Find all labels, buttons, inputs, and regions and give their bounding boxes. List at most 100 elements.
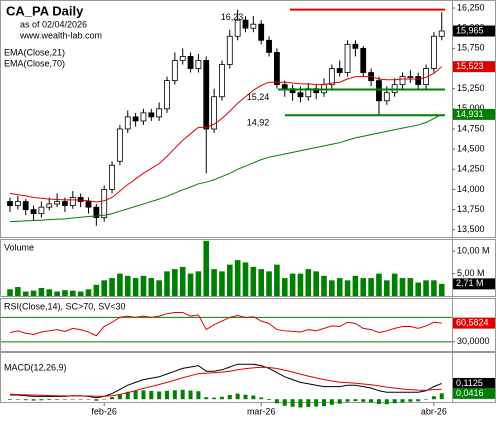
histogram-bar <box>424 399 429 400</box>
histogram-bar <box>290 399 295 407</box>
histogram-bar <box>384 399 389 405</box>
annotation: 15,24 <box>247 92 270 102</box>
volume-bar <box>250 266 257 296</box>
last-value-box <box>453 377 495 389</box>
candle-body <box>179 56 186 61</box>
panel-title: MACD(12,26,9) <box>4 362 67 372</box>
histogram-bar <box>235 393 240 400</box>
histogram-bar <box>400 399 405 403</box>
candle-body <box>430 35 437 69</box>
x-tick-label: abr-26 <box>421 406 447 416</box>
volume-bar <box>77 291 84 296</box>
volume-bar <box>132 278 139 296</box>
y-tick-label: 13,500 <box>457 224 485 234</box>
histogram-bar <box>149 390 154 400</box>
volume-bar <box>156 280 162 296</box>
y-tick-label: 15,250 <box>457 83 485 93</box>
histogram-bar <box>431 396 436 400</box>
candle-body <box>234 19 241 37</box>
volume-bar <box>46 289 53 296</box>
histogram-bar <box>267 399 272 401</box>
volume-bar <box>321 275 327 296</box>
y-tick-label: 15,750 <box>457 43 485 53</box>
candle-body <box>336 68 343 73</box>
last-value-box <box>453 387 495 399</box>
candle-body <box>266 39 272 53</box>
candle-body <box>54 201 60 205</box>
histogram-bar <box>251 395 256 400</box>
volume-bar <box>274 264 280 296</box>
candle-body <box>62 201 68 206</box>
last-value-label: 60,5824 <box>456 317 489 327</box>
volume-bar <box>187 273 194 296</box>
histogram-bar <box>94 399 99 401</box>
volume-bar <box>15 287 21 296</box>
volume-bar <box>297 273 304 296</box>
histogram-bar <box>219 396 224 400</box>
candle-body <box>124 116 131 130</box>
volume-bar <box>109 278 115 296</box>
candle-body <box>156 108 163 118</box>
histogram-bar <box>361 399 366 402</box>
candle-body <box>281 84 288 90</box>
y-tick-label: 13,750 <box>457 204 485 214</box>
y-tick-label: 30,0000 <box>457 336 490 346</box>
histogram-bar <box>62 399 67 400</box>
histogram-bar <box>133 390 138 400</box>
chart-title: CA_PA Daily <box>6 3 84 18</box>
last-value-box <box>453 108 495 120</box>
last-value-label: 15,965 <box>456 25 484 35</box>
candle-body <box>22 201 29 210</box>
volume-bar <box>289 273 296 296</box>
candle-body <box>211 96 218 130</box>
volume-bar <box>431 280 437 296</box>
last-value-label: 14,931 <box>456 109 484 119</box>
histogram-bar <box>416 399 421 402</box>
candle-body <box>352 43 359 49</box>
volume-bar <box>407 278 414 296</box>
histogram-bar <box>39 399 44 401</box>
volume-bar <box>195 271 202 296</box>
candle-body <box>195 60 202 69</box>
ema-line <box>9 66 443 203</box>
histogram-bar <box>345 399 350 402</box>
histogram-bar <box>55 399 60 400</box>
histogram-bar <box>353 399 358 402</box>
volume-bar <box>38 287 45 296</box>
candle-body <box>219 64 225 98</box>
candle-body <box>344 43 351 73</box>
macd-panel <box>0 352 496 403</box>
candle-body <box>171 60 178 82</box>
candle-body <box>77 197 84 202</box>
histogram-bar <box>23 399 28 401</box>
candle-body <box>258 23 265 41</box>
candle-body <box>187 56 194 69</box>
volume-bar <box>54 291 60 296</box>
histogram-bar <box>157 391 162 400</box>
last-value-label: 0,0416 <box>456 388 484 398</box>
histogram-bar <box>322 399 326 407</box>
volume-bar <box>7 289 13 296</box>
volume-bar <box>336 278 343 296</box>
candle-body <box>438 30 445 37</box>
candle-body <box>85 201 92 208</box>
histogram-bar <box>117 394 122 400</box>
volume-bar <box>423 280 429 296</box>
candle-body <box>226 35 233 65</box>
histogram-bar <box>439 393 444 400</box>
volume-bar <box>101 280 107 296</box>
candle-body <box>7 201 13 206</box>
volume-bar <box>117 273 123 296</box>
y-tick-label: 5,00 M <box>457 268 485 278</box>
volume-bar <box>242 262 249 296</box>
legend-entry: EMA(Close,70) <box>4 58 65 68</box>
volume-bar <box>227 264 233 296</box>
last-value-box <box>453 25 495 37</box>
histogram-bar <box>102 399 107 400</box>
volume-bar <box>30 290 37 296</box>
candle-body <box>399 76 406 86</box>
volume-bar <box>219 271 225 296</box>
y-tick-label: 15,000 <box>457 103 485 113</box>
candle-body <box>242 19 249 29</box>
